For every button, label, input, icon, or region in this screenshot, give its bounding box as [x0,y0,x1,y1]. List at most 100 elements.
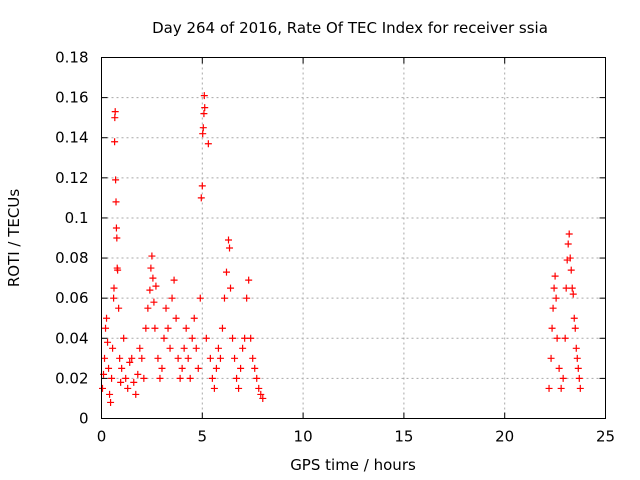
y-tick-label: 0.04 [55,329,88,347]
data-point [158,364,166,372]
data-point [237,364,245,372]
data-point [226,244,234,252]
data-point [180,344,188,352]
data-point [567,266,575,274]
data-point [102,324,110,332]
y-tick-label: 0.06 [55,289,88,307]
data-point [204,140,212,148]
data-point [197,194,205,202]
data-point [220,294,228,302]
data-point [259,394,267,402]
y-tick-label: 0.1 [65,209,89,227]
data-point [547,354,555,362]
data-point [208,374,216,382]
data-point [126,358,134,366]
data-point [551,272,559,280]
data-point [192,344,200,352]
data-point [199,130,207,138]
data-point [106,390,114,398]
y-axis-label: ROTI / TECUs [5,189,23,287]
x-tick-label: 20 [495,428,514,446]
data-point [212,364,220,372]
x-tick-label: 5 [198,428,208,446]
data-point [202,334,210,342]
data-point [146,286,154,294]
x-tick-label: 15 [394,428,413,446]
data-point [112,198,120,206]
data-point [200,92,208,100]
data-point [249,354,257,362]
data-point [116,354,124,362]
data-point [243,294,251,302]
data-point [114,266,122,274]
data-point [572,344,580,352]
data-point [562,284,570,292]
data-point [231,354,239,362]
data-point [570,314,578,322]
data-point [568,284,576,292]
data-point [164,324,172,332]
data-point [105,364,113,372]
data-point [188,334,196,342]
data-point [245,276,253,284]
data-point [160,334,168,342]
data-point [113,234,121,242]
data-point [227,284,235,292]
data-point [149,274,157,282]
data-point [111,138,119,146]
data-point [549,304,557,312]
data-point [148,252,156,260]
data-point [253,374,261,382]
y-tick-label: 0 [79,410,89,428]
data-point [564,240,572,248]
data-point [174,354,182,362]
x-axis: 0 5 10 15 20 25 [97,57,615,446]
x-tick-label: 0 [97,428,107,446]
data-point [178,364,186,372]
data-point [144,304,152,312]
data-points [99,92,584,406]
data-point [566,254,574,262]
data-point [229,334,237,342]
data-point [101,354,109,362]
data-point [108,374,116,382]
data-point [225,236,233,244]
data-point [235,384,243,392]
data-point [128,354,136,362]
y-axis: 0 0.02 0.04 0.06 0.08 0.1 0.12 0.14 0.16 0.18 [55,49,606,428]
data-point [222,268,230,276]
data-point [199,124,207,132]
data-point [176,374,184,382]
data-point [184,354,192,362]
y-tick-label: 0.18 [55,49,88,67]
data-point [112,224,120,232]
data-point [218,324,226,332]
x-tick-label: 10 [294,428,313,446]
data-point [251,364,259,372]
data-point [559,374,567,382]
data-point [124,384,132,392]
data-point [548,324,556,332]
data-point [130,378,138,386]
data-point [132,390,140,398]
data-point [166,344,174,352]
data-point [138,354,146,362]
data-point [172,314,180,322]
data-point [117,378,125,386]
data-point [156,374,164,382]
data-point [136,344,144,352]
data-point [216,354,224,362]
grid-lines [101,57,606,419]
data-point [561,334,569,342]
y-tick-label: 0.16 [55,89,88,107]
data-point [573,354,581,362]
data-point [109,344,117,352]
data-point [154,354,162,362]
data-point [104,338,112,346]
data-point [255,384,263,392]
data-point [210,384,218,392]
data-point [151,324,159,332]
data-point [198,182,206,190]
data-point [99,384,107,392]
data-point [190,314,198,322]
